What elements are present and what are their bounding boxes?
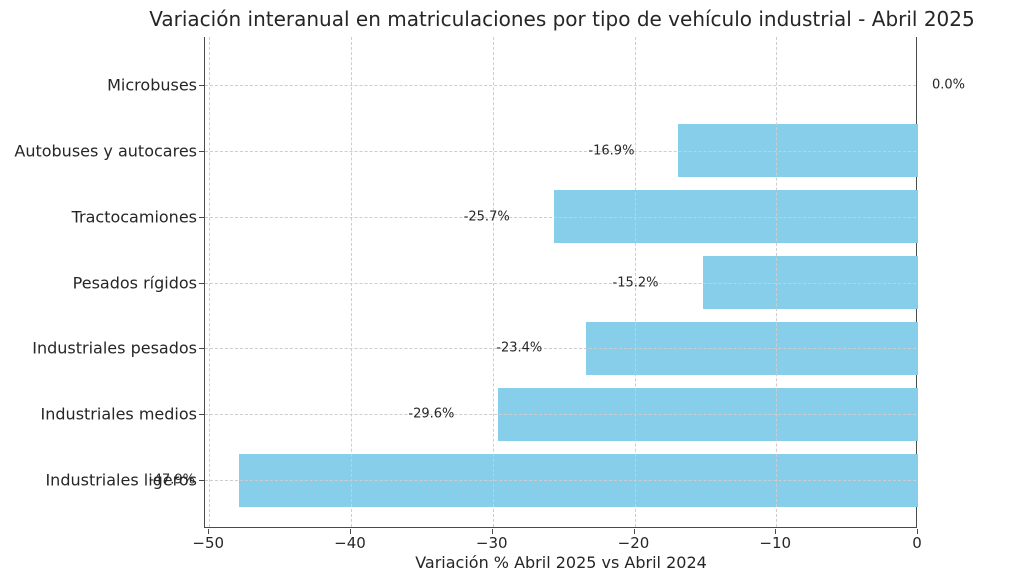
- gridline-horizontal: [205, 282, 916, 284]
- x-tick-mark: [350, 529, 351, 534]
- x-tick-label: −20: [617, 534, 650, 552]
- value-label: -23.4%: [496, 340, 543, 356]
- x-tick-label: −10: [759, 534, 792, 552]
- value-label: -25.7%: [463, 209, 510, 225]
- category-label: Tractocamiones: [71, 207, 197, 227]
- y-tick-mark: [199, 85, 204, 86]
- gridline-horizontal: [205, 414, 916, 416]
- category-label: Industriales ligeros: [45, 470, 197, 490]
- category-label: Industriales pesados: [32, 338, 197, 358]
- chart-title: Variación interanual en matriculaciones …: [149, 7, 975, 31]
- gridline-horizontal: [205, 85, 916, 86]
- gridline-vertical: [209, 37, 211, 527]
- y-tick-mark: [199, 348, 204, 350]
- gridline-horizontal: [205, 348, 916, 350]
- x-tick-mark: [917, 529, 918, 534]
- gridline-vertical: [492, 37, 494, 527]
- y-tick-mark: [199, 480, 204, 481]
- plot-area: [204, 37, 918, 528]
- category-label: Autobuses y autocares: [14, 141, 197, 161]
- x-tick-label: −30: [475, 534, 508, 552]
- y-tick-mark: [199, 282, 204, 284]
- x-tick-mark: [633, 529, 635, 534]
- value-label: -16.9%: [588, 143, 635, 159]
- value-label: 0.0%: [932, 77, 966, 93]
- value-label: -47.9%: [149, 472, 196, 488]
- gridline-vertical: [634, 37, 636, 527]
- gridline-vertical: [351, 37, 352, 527]
- gridline-vertical: [776, 37, 778, 527]
- x-tick-mark: [491, 529, 493, 534]
- x-tick-label: −50: [192, 534, 225, 552]
- gridline-horizontal: [205, 150, 916, 152]
- category-label: Microbuses: [107, 75, 197, 95]
- x-tick-mark: [208, 529, 210, 534]
- y-tick-mark: [199, 414, 204, 416]
- y-tick-mark: [199, 150, 204, 152]
- gridline-horizontal: [205, 480, 916, 481]
- value-label: -29.6%: [408, 406, 455, 422]
- x-tick-label: 0: [912, 534, 922, 552]
- gridline-horizontal: [205, 216, 916, 218]
- x-tick-label: −40: [334, 534, 366, 552]
- x-axis-label: Variación % Abril 2025 vs Abril 2024: [415, 553, 707, 572]
- category-label: Pesados rígidos: [72, 273, 197, 292]
- y-tick-mark: [199, 216, 204, 218]
- x-tick-mark: [775, 529, 777, 534]
- category-label: Industriales medios: [40, 404, 197, 424]
- value-label: -15.2%: [612, 275, 659, 290]
